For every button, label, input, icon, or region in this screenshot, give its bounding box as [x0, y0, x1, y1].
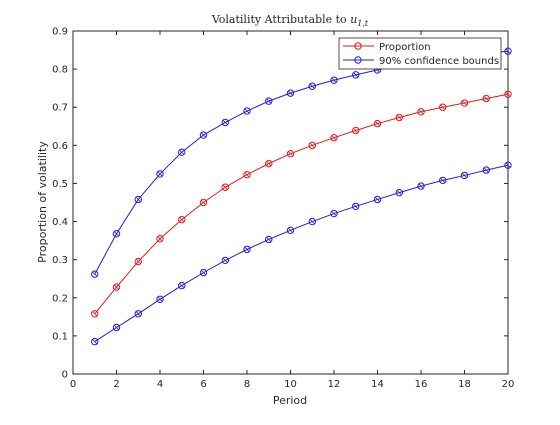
legend: Proportion 90% confidence bounds [338, 37, 502, 70]
legend-label-confidence-bounds: 90% confidence bounds [379, 56, 499, 67]
legend-marker-proportion [354, 42, 362, 50]
data-point [134, 195, 142, 204]
y-tick-label: 0 [62, 370, 68, 381]
x-tick-label: 10 [284, 379, 297, 390]
x-tick-label: 14 [371, 379, 384, 390]
series-line [94, 93, 509, 315]
data-point [112, 283, 121, 291]
data-point [221, 183, 229, 191]
data-point [439, 103, 447, 111]
y-tick-label: 0.5 [52, 179, 68, 190]
data-point [352, 71, 360, 79]
chart-title: Volatility Attributable to u1,t [211, 13, 369, 28]
data-point [199, 268, 208, 277]
data-point [352, 126, 360, 135]
data-point [199, 131, 208, 139]
data-point [373, 119, 382, 128]
data-point [112, 323, 121, 332]
y-tick-label: 0.3 [52, 255, 68, 266]
data-point [265, 97, 273, 105]
data-point [221, 118, 229, 127]
series-0 [91, 90, 512, 318]
y-tick-label: 0.1 [52, 331, 68, 342]
x-tick-label: 20 [502, 379, 515, 390]
data-point [91, 310, 99, 318]
data-point [91, 270, 99, 278]
data-point [460, 171, 469, 180]
data-point [243, 107, 251, 115]
axis-ticks: 0 2 4 6 8 10 12 14 16 18 20 0 0.1 0.2 0.3 0.4 0.5 0.6 0.7 0… [52, 27, 514, 391]
legend-label-proportion: Proportion [379, 42, 431, 53]
data-point [286, 89, 295, 97]
legend-marker-confidence-bounds [354, 56, 362, 64]
y-tick-label: 0.6 [52, 141, 68, 152]
data-point [199, 198, 208, 207]
x-axis-label: Period [273, 394, 307, 407]
legend-entry-confidence-bounds: 90% confidence bounds [343, 56, 499, 67]
x-tick-label: 18 [458, 379, 471, 390]
series-line [94, 164, 509, 343]
data-point [286, 226, 295, 235]
data-point [286, 150, 295, 158]
x-tick-label: 2 [113, 379, 119, 390]
data-point [134, 257, 142, 266]
data-point [395, 188, 403, 197]
data-point [221, 256, 229, 265]
data-point [243, 245, 251, 254]
y-tick-label: 0.4 [52, 217, 68, 228]
y-tick-label: 0.7 [52, 103, 68, 114]
data-point [243, 170, 251, 179]
data-point [178, 215, 186, 224]
data-point [417, 182, 425, 190]
x-tick-label: 4 [157, 379, 163, 390]
data-point [417, 108, 425, 116]
data-point [178, 281, 186, 290]
data-point [373, 195, 382, 204]
data-point [91, 337, 99, 346]
x-tick-label: 6 [200, 379, 206, 390]
data-point [504, 161, 512, 169]
x-tick-label: 0 [70, 379, 76, 390]
data-point [330, 209, 338, 218]
x-tick-label: 8 [244, 379, 250, 390]
x-tick-label: 12 [328, 379, 341, 390]
y-tick-label: 0.2 [52, 293, 68, 304]
x-tick-label: 16 [415, 379, 428, 390]
plot-area [72, 30, 509, 375]
y-tick-label: 0.9 [52, 27, 68, 38]
data-point [265, 159, 273, 168]
data-point [395, 113, 403, 122]
y-axis-label: Proportion of volatility [36, 141, 49, 263]
legend-entry-proportion: Proportion [343, 42, 431, 53]
data-point [330, 134, 338, 142]
data-point [156, 170, 164, 178]
data-point [330, 76, 338, 84]
data-point [308, 82, 316, 90]
data-point [156, 295, 164, 304]
data-point [482, 94, 490, 103]
data-point [178, 148, 186, 156]
data-point [352, 202, 360, 211]
data-point [482, 166, 490, 174]
data-point [308, 141, 316, 150]
data-point [460, 99, 469, 107]
data-point [156, 235, 164, 243]
data-point [504, 47, 512, 55]
data-point [134, 310, 142, 318]
data-point [265, 235, 273, 244]
data-point [112, 230, 121, 238]
y-tick-label: 0.8 [52, 65, 68, 76]
data-point [504, 90, 512, 98]
data-point [439, 176, 447, 185]
series-2 [91, 161, 512, 346]
data-point [308, 217, 316, 226]
legend-box [338, 37, 502, 70]
